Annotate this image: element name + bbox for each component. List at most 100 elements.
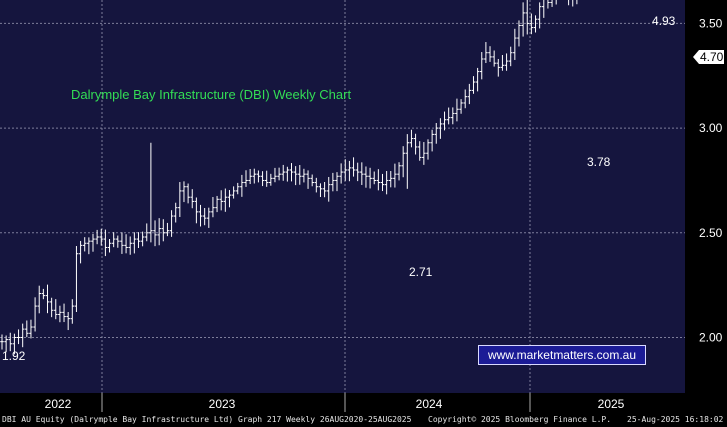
price-bar (182, 181, 186, 203)
price-bar (438, 118, 443, 139)
price-bar (521, 2, 525, 37)
price-bar (58, 305, 62, 323)
price-bar (413, 133, 418, 155)
time-axis: 2022 2023 2024 2025 (45, 393, 625, 412)
price-bar (173, 202, 178, 223)
price-bar (339, 163, 343, 184)
year-tick-label: 2024 (416, 397, 443, 411)
price-bar (4, 335, 8, 353)
price-bar (20, 323, 25, 348)
price-bar (91, 233, 95, 252)
price-bar (500, 55, 505, 71)
price-bar (451, 107, 455, 125)
price-bar (0, 334, 4, 350)
price-bar (33, 297, 37, 332)
price-bar (132, 232, 137, 254)
price-bar (136, 232, 141, 248)
price-bar (537, 2, 542, 29)
price-bar (99, 228, 104, 246)
price-bar (227, 190, 232, 208)
price-bar (426, 139, 430, 160)
price-bar (82, 237, 87, 252)
price-bar (95, 229, 99, 245)
plot-background (0, 0, 685, 393)
price-bar (178, 182, 182, 217)
price-bar (186, 183, 190, 204)
price-bar (442, 111, 447, 131)
price-bar (401, 146, 405, 178)
price-bar (318, 183, 323, 197)
price-bar (281, 164, 286, 181)
price-bar (116, 235, 120, 248)
price-bar (422, 142, 426, 165)
price-bar (550, 0, 553, 7)
price-bar (475, 67, 480, 92)
watermark-url: www.marketmatters.com.au (478, 345, 646, 365)
price-bar (128, 236, 133, 255)
chart-title: Dalrymple Bay Infrastructure (DBI) Weekl… (71, 87, 351, 102)
price-bar (368, 167, 372, 189)
price-bar (78, 240, 83, 264)
price-bar (547, 0, 550, 9)
price-bar (293, 166, 298, 186)
price-bar (576, 0, 578, 5)
price-bar (331, 172, 335, 192)
price-bar (326, 176, 331, 202)
price-bar (322, 182, 327, 198)
price-bar (277, 167, 281, 181)
price-annotation: 3.78 (587, 155, 611, 169)
price-bar (405, 134, 410, 189)
price-bar (202, 207, 207, 226)
footer-timestamp: 25-Aug-2025 16:18:02 (627, 415, 724, 424)
price-bar (446, 107, 451, 125)
price-bar (496, 58, 501, 77)
price-bar (215, 195, 219, 213)
price-bar (347, 160, 352, 182)
price-axis-background (685, 0, 727, 393)
price-bar (343, 159, 348, 181)
price-bar (525, 0, 530, 35)
price-bar (25, 320, 29, 338)
price-bar (107, 238, 112, 253)
price-bar (157, 218, 161, 246)
price-series (0, 0, 578, 355)
price-bar (41, 288, 46, 300)
price-bar (165, 222, 170, 237)
price-annotation: 1.92 (2, 349, 26, 363)
price-bar (49, 297, 54, 318)
price-bar (285, 166, 290, 182)
price-bar (103, 229, 108, 257)
price-bar (372, 171, 377, 185)
price-bar (335, 172, 339, 192)
price-bar (264, 170, 269, 187)
price-bar (351, 157, 356, 177)
price-bar (297, 165, 302, 185)
price-bar (45, 284, 50, 314)
price-bar (256, 170, 261, 183)
price-bar (240, 174, 244, 197)
price-bar (455, 98, 459, 122)
price-bar (508, 46, 513, 67)
price-bar (235, 182, 240, 195)
price-bar (273, 167, 277, 183)
price-bar (149, 142, 153, 243)
price-bar (397, 162, 401, 181)
price-bar (87, 237, 91, 255)
price-bar (409, 129, 414, 148)
price-tick-label: 2.00 (699, 331, 723, 345)
price-bar (568, 0, 570, 6)
price-bar (66, 311, 70, 331)
price-bar (120, 232, 124, 254)
price-bar (430, 129, 434, 152)
price-bar (384, 171, 389, 195)
price-bar (16, 329, 21, 345)
price-bar (211, 197, 215, 218)
price-bar (12, 333, 17, 355)
year-tick-label: 2022 (45, 397, 72, 411)
price-bar (124, 234, 128, 254)
price-bar (488, 46, 492, 62)
price-bar (29, 319, 33, 339)
price-bar (533, 15, 538, 33)
price-bar (388, 171, 393, 188)
price-bar (289, 163, 294, 182)
